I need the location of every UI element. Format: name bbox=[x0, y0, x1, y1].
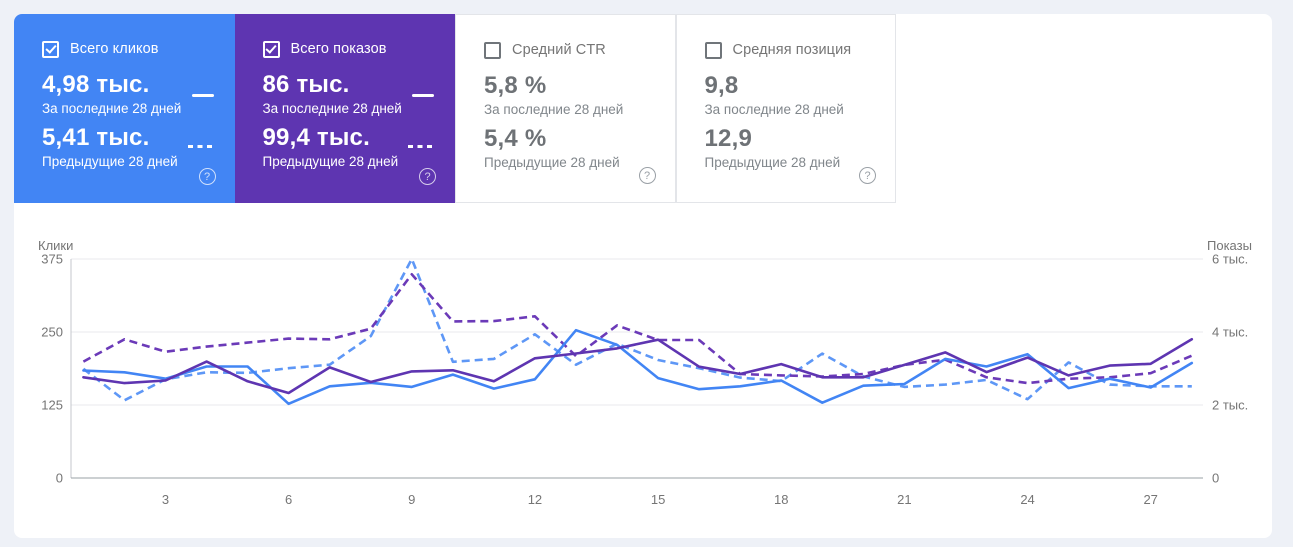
card-caption-previous: Предыдущие 28 дней bbox=[262, 154, 399, 169]
left-axis-tick-label: 250 bbox=[41, 325, 63, 340]
help-icon[interactable]: ? bbox=[419, 168, 436, 185]
checkbox-total-impressions[interactable] bbox=[262, 40, 280, 58]
card-caption-current: За последние 28 дней bbox=[484, 102, 624, 117]
checkbox-average-ctr[interactable] bbox=[484, 41, 501, 59]
help-icon[interactable]: ? bbox=[638, 167, 656, 184]
x-axis-tick-label: 6 bbox=[285, 492, 292, 507]
card-head: Средняя позиция bbox=[704, 41, 896, 59]
metric-card-average-position[interactable]: Средняя позиция 9,8 За последние 28 дней… bbox=[675, 14, 896, 203]
right-axis-tick-label: 4 тыс. bbox=[1212, 325, 1248, 340]
series-line-dashed-right bbox=[82, 272, 1193, 385]
right-axis-tick-label: 0 bbox=[1212, 471, 1219, 486]
series-line-dashed-left bbox=[82, 257, 1192, 402]
chart-plot-area[interactable] bbox=[71, 259, 1203, 478]
x-axis-tick-label: 12 bbox=[528, 492, 542, 507]
help-icon[interactable]: ? bbox=[859, 167, 876, 184]
checkbox-average-position[interactable] bbox=[704, 41, 722, 59]
dashed-line-indicator bbox=[187, 145, 214, 148]
x-axis-tick-label: 15 bbox=[651, 492, 665, 507]
card-label: Всего кликов bbox=[70, 41, 159, 57]
left-axis-tick-label: 0 bbox=[56, 471, 63, 486]
left-axis-title: Клики bbox=[38, 238, 73, 253]
card-caption-current: За последние 28 дней bbox=[704, 102, 844, 117]
right-axis-tick-label: 2 тыс. bbox=[1212, 398, 1248, 413]
current-period-block: 5,8 % За последние 28 дней bbox=[484, 72, 675, 118]
current-period-block: 4,98 тыс. За последние 28 дней bbox=[42, 71, 235, 117]
card-value-previous: 5,4 % bbox=[484, 125, 547, 152]
card-head: Средний CTR bbox=[484, 41, 675, 59]
card-value-current: 9,8 bbox=[704, 72, 739, 99]
x-axis-tick-label: 3 bbox=[162, 492, 169, 507]
x-axis-tick-label: 9 bbox=[408, 492, 415, 507]
current-period-block: 9,8 За последние 28 дней bbox=[704, 72, 896, 118]
card-label: Средний CTR bbox=[512, 42, 606, 58]
card-value-previous: 99,4 тыс. bbox=[262, 124, 370, 151]
solid-line-indicator bbox=[191, 94, 214, 97]
solid-line-indicator bbox=[412, 94, 434, 97]
metric-cards-row: Всего кликов 4,98 тыс. За последние 28 д… bbox=[14, 14, 1272, 203]
performance-chart[interactable]: 0 125 250 375 0 2 тыс. 4 тыс. 6 тыс. 3 6 9 12 15 18 21… bbox=[14, 14, 1272, 538]
performance-panel: Всего кликов 4,98 тыс. За последние 28 д… bbox=[14, 14, 1272, 538]
series-line-solid-left bbox=[82, 328, 1194, 406]
current-period-block: 86 тыс. За последние 28 дней bbox=[262, 71, 456, 117]
card-head: Всего показов bbox=[262, 40, 456, 58]
left-axis-tick-label: 375 bbox=[41, 252, 63, 267]
card-caption-previous: Предыдущие 28 дней bbox=[704, 155, 841, 170]
metric-card-total-clicks[interactable]: Всего кликов 4,98 тыс. За последние 28 д… bbox=[14, 14, 235, 203]
card-value-current: 5,8 % bbox=[484, 72, 547, 99]
series-line-solid-right bbox=[82, 337, 1194, 395]
help-icon[interactable]: ? bbox=[198, 168, 216, 185]
right-axis-title: Показы bbox=[1207, 238, 1252, 253]
right-axis-tick-label: 6 тыс. bbox=[1212, 252, 1248, 267]
previous-period-block: 5,4 % Предыдущие 28 дней bbox=[484, 125, 675, 171]
x-axis-tick-label: 27 bbox=[1143, 492, 1157, 507]
checkbox-total-clicks[interactable] bbox=[42, 40, 59, 58]
card-label: Средняя позиция bbox=[732, 42, 852, 58]
previous-period-block: 12,9 Предыдущие 28 дней bbox=[704, 125, 896, 171]
previous-period-block: 99,4 тыс. Предыдущие 28 дней bbox=[262, 124, 456, 170]
x-axis-tick-label: 21 bbox=[897, 492, 911, 507]
card-head: Всего кликов bbox=[42, 40, 235, 58]
x-axis-tick-label: 24 bbox=[1020, 492, 1034, 507]
card-value-current: 86 тыс. bbox=[262, 71, 350, 98]
dashed-line-indicator bbox=[408, 145, 434, 148]
card-caption-previous: Предыдущие 28 дней bbox=[42, 154, 178, 169]
card-caption-current: За последние 28 дней bbox=[42, 101, 182, 116]
card-label: Всего показов bbox=[290, 41, 387, 57]
card-value-previous: 5,41 тыс. bbox=[42, 124, 150, 151]
metric-card-total-impressions[interactable]: Всего показов 86 тыс. За последние 28 дн… bbox=[234, 14, 456, 203]
card-caption-previous: Предыдущие 28 дней bbox=[484, 155, 620, 170]
card-caption-current: За последние 28 дней bbox=[262, 101, 402, 116]
card-value-previous: 12,9 bbox=[704, 125, 753, 152]
card-value-current: 4,98 тыс. bbox=[42, 71, 150, 98]
x-axis-tick-label: 18 bbox=[774, 492, 788, 507]
left-axis-tick-label: 125 bbox=[41, 398, 63, 413]
metric-card-average-ctr[interactable]: Средний CTR 5,8 % За последние 28 дней 5… bbox=[455, 14, 676, 203]
previous-period-block: 5,41 тыс. Предыдущие 28 дней bbox=[42, 124, 235, 170]
